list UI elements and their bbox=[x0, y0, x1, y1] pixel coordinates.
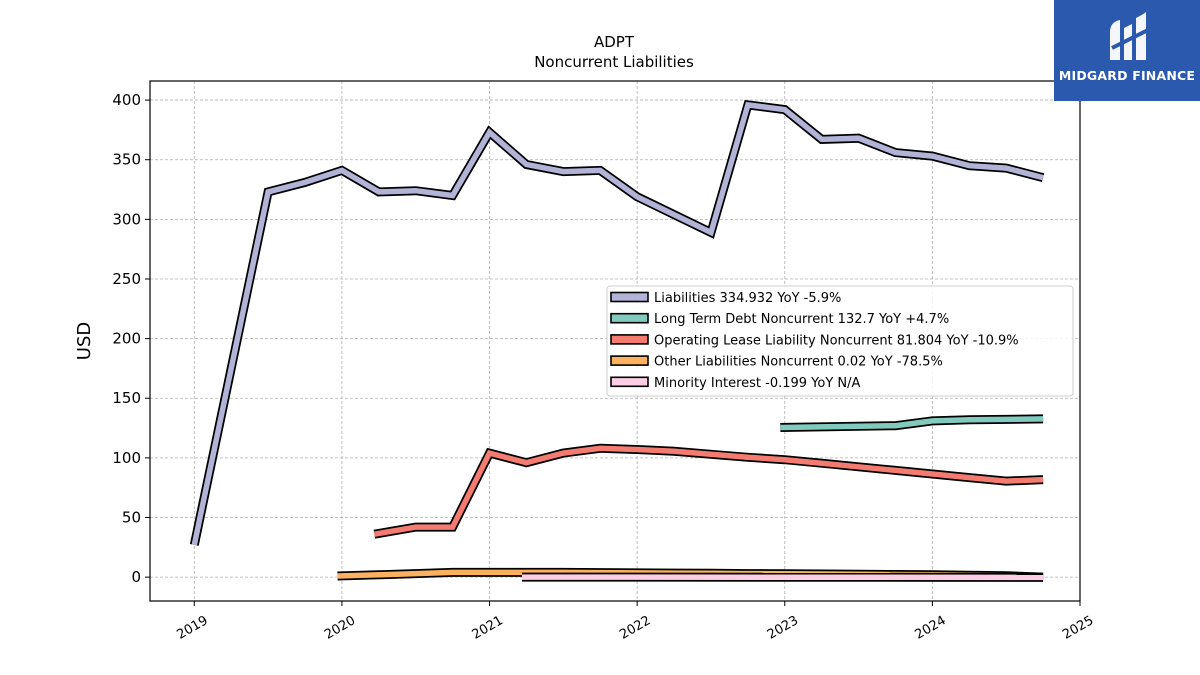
y-tick-label: 50 bbox=[122, 509, 141, 527]
y-tick-label: 250 bbox=[112, 270, 141, 288]
legend-swatch bbox=[610, 334, 649, 345]
brand-mark-icon bbox=[1110, 12, 1149, 60]
y-tick-label: 100 bbox=[112, 449, 141, 467]
y-tick-label: 0 bbox=[131, 568, 141, 586]
legend-box bbox=[606, 285, 1074, 397]
legend-label: Other Liabilities Noncurrent 0.02 YoY -7… bbox=[654, 355, 943, 370]
x-tick-label: 2020 bbox=[322, 613, 358, 643]
series-line bbox=[780, 416, 1044, 431]
series-line bbox=[191, 101, 1044, 546]
x-tick-label: 2023 bbox=[765, 613, 801, 643]
chart-subtitle: Noncurrent Liabilities bbox=[534, 53, 694, 71]
series-line-outline bbox=[373, 443, 1044, 539]
legend-swatch bbox=[610, 376, 649, 388]
x-tick-label: 2025 bbox=[1060, 613, 1096, 643]
legend-label: Minority Interest -0.199 YoY N/A bbox=[654, 376, 861, 391]
legend-label: Long Term Debt Noncurrent 132.7 YoY +4.7… bbox=[654, 312, 949, 327]
legend-swatch bbox=[610, 355, 649, 366]
y-tick-label: 300 bbox=[112, 210, 141, 228]
y-tick-label: 150 bbox=[112, 389, 141, 407]
chart-title: ADPT bbox=[594, 33, 635, 51]
legend-swatch bbox=[610, 312, 649, 324]
legend-label: Liabilities 334.932 YoY -5.9% bbox=[654, 291, 841, 306]
series-0-group bbox=[189, 99, 1045, 546]
y-axis-label: USD bbox=[74, 322, 95, 360]
brand-logo-text: MIDGARD FINANCE bbox=[1058, 68, 1196, 83]
legend-swatch bbox=[610, 291, 649, 303]
plot-frame bbox=[149, 80, 1081, 602]
brand-logo: MIDGARD FINANCE bbox=[1054, 0, 1200, 101]
y-tick-label: 350 bbox=[112, 151, 141, 169]
series-line bbox=[373, 445, 1044, 537]
y-tick-label: 200 bbox=[112, 330, 141, 348]
x-tick-label: 2021 bbox=[470, 613, 506, 643]
legend-label: Operating Lease Liability Noncurrent 81.… bbox=[654, 333, 1019, 348]
x-tick-label: 2022 bbox=[617, 613, 653, 643]
legend: Liabilities 334.932 YoY -5.9% Long Term D… bbox=[606, 285, 1074, 397]
series-2-group bbox=[373, 443, 1044, 539]
x-tick-label: 2024 bbox=[913, 613, 949, 643]
y-tick-label: 400 bbox=[112, 91, 141, 109]
x-tick-label: 2019 bbox=[174, 613, 210, 643]
series-group bbox=[189, 99, 1045, 582]
series-1-group bbox=[780, 414, 1044, 432]
